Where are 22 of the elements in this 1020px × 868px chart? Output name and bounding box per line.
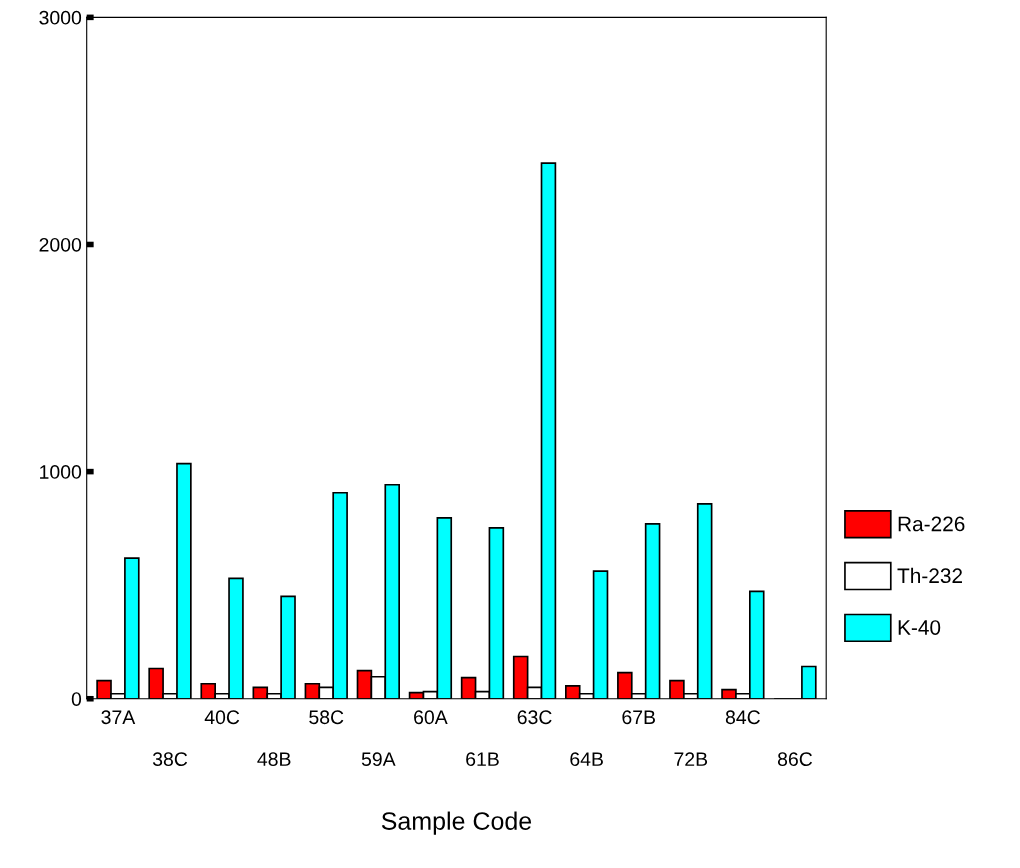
y-tick-label: 2000	[39, 237, 82, 252]
x-tick-label: 58C	[309, 710, 344, 725]
x-tick-label: 86C	[777, 752, 813, 767]
legend-label: Th-232	[897, 567, 962, 584]
x-tick-label: 64B	[570, 752, 603, 767]
x-tick-label: 61B	[466, 752, 499, 767]
x-axis-title: Sample Code	[381, 811, 532, 835]
x-tick-label: 63C	[517, 710, 552, 725]
x-tick-label: 48B	[257, 752, 291, 767]
y-tick-label: 1000	[40, 465, 82, 479]
y-tick-label: 0	[71, 692, 82, 706]
x-tick-label: 72B	[674, 752, 708, 766]
x-tick-label: 40C	[204, 710, 240, 725]
legend-label: K-40	[898, 620, 941, 635]
x-tick-label: 59A	[361, 752, 396, 767]
x-tick-label: 37A	[101, 710, 136, 725]
x-tick-label: 67B	[622, 710, 655, 725]
x-tick-label: 84C	[725, 710, 760, 725]
legend-label: Ra-226	[898, 516, 965, 532]
y-tick-label: 3000	[39, 10, 82, 25]
x-tick-label: 60A	[414, 710, 448, 725]
x-tick-label: 38C	[152, 752, 188, 767]
